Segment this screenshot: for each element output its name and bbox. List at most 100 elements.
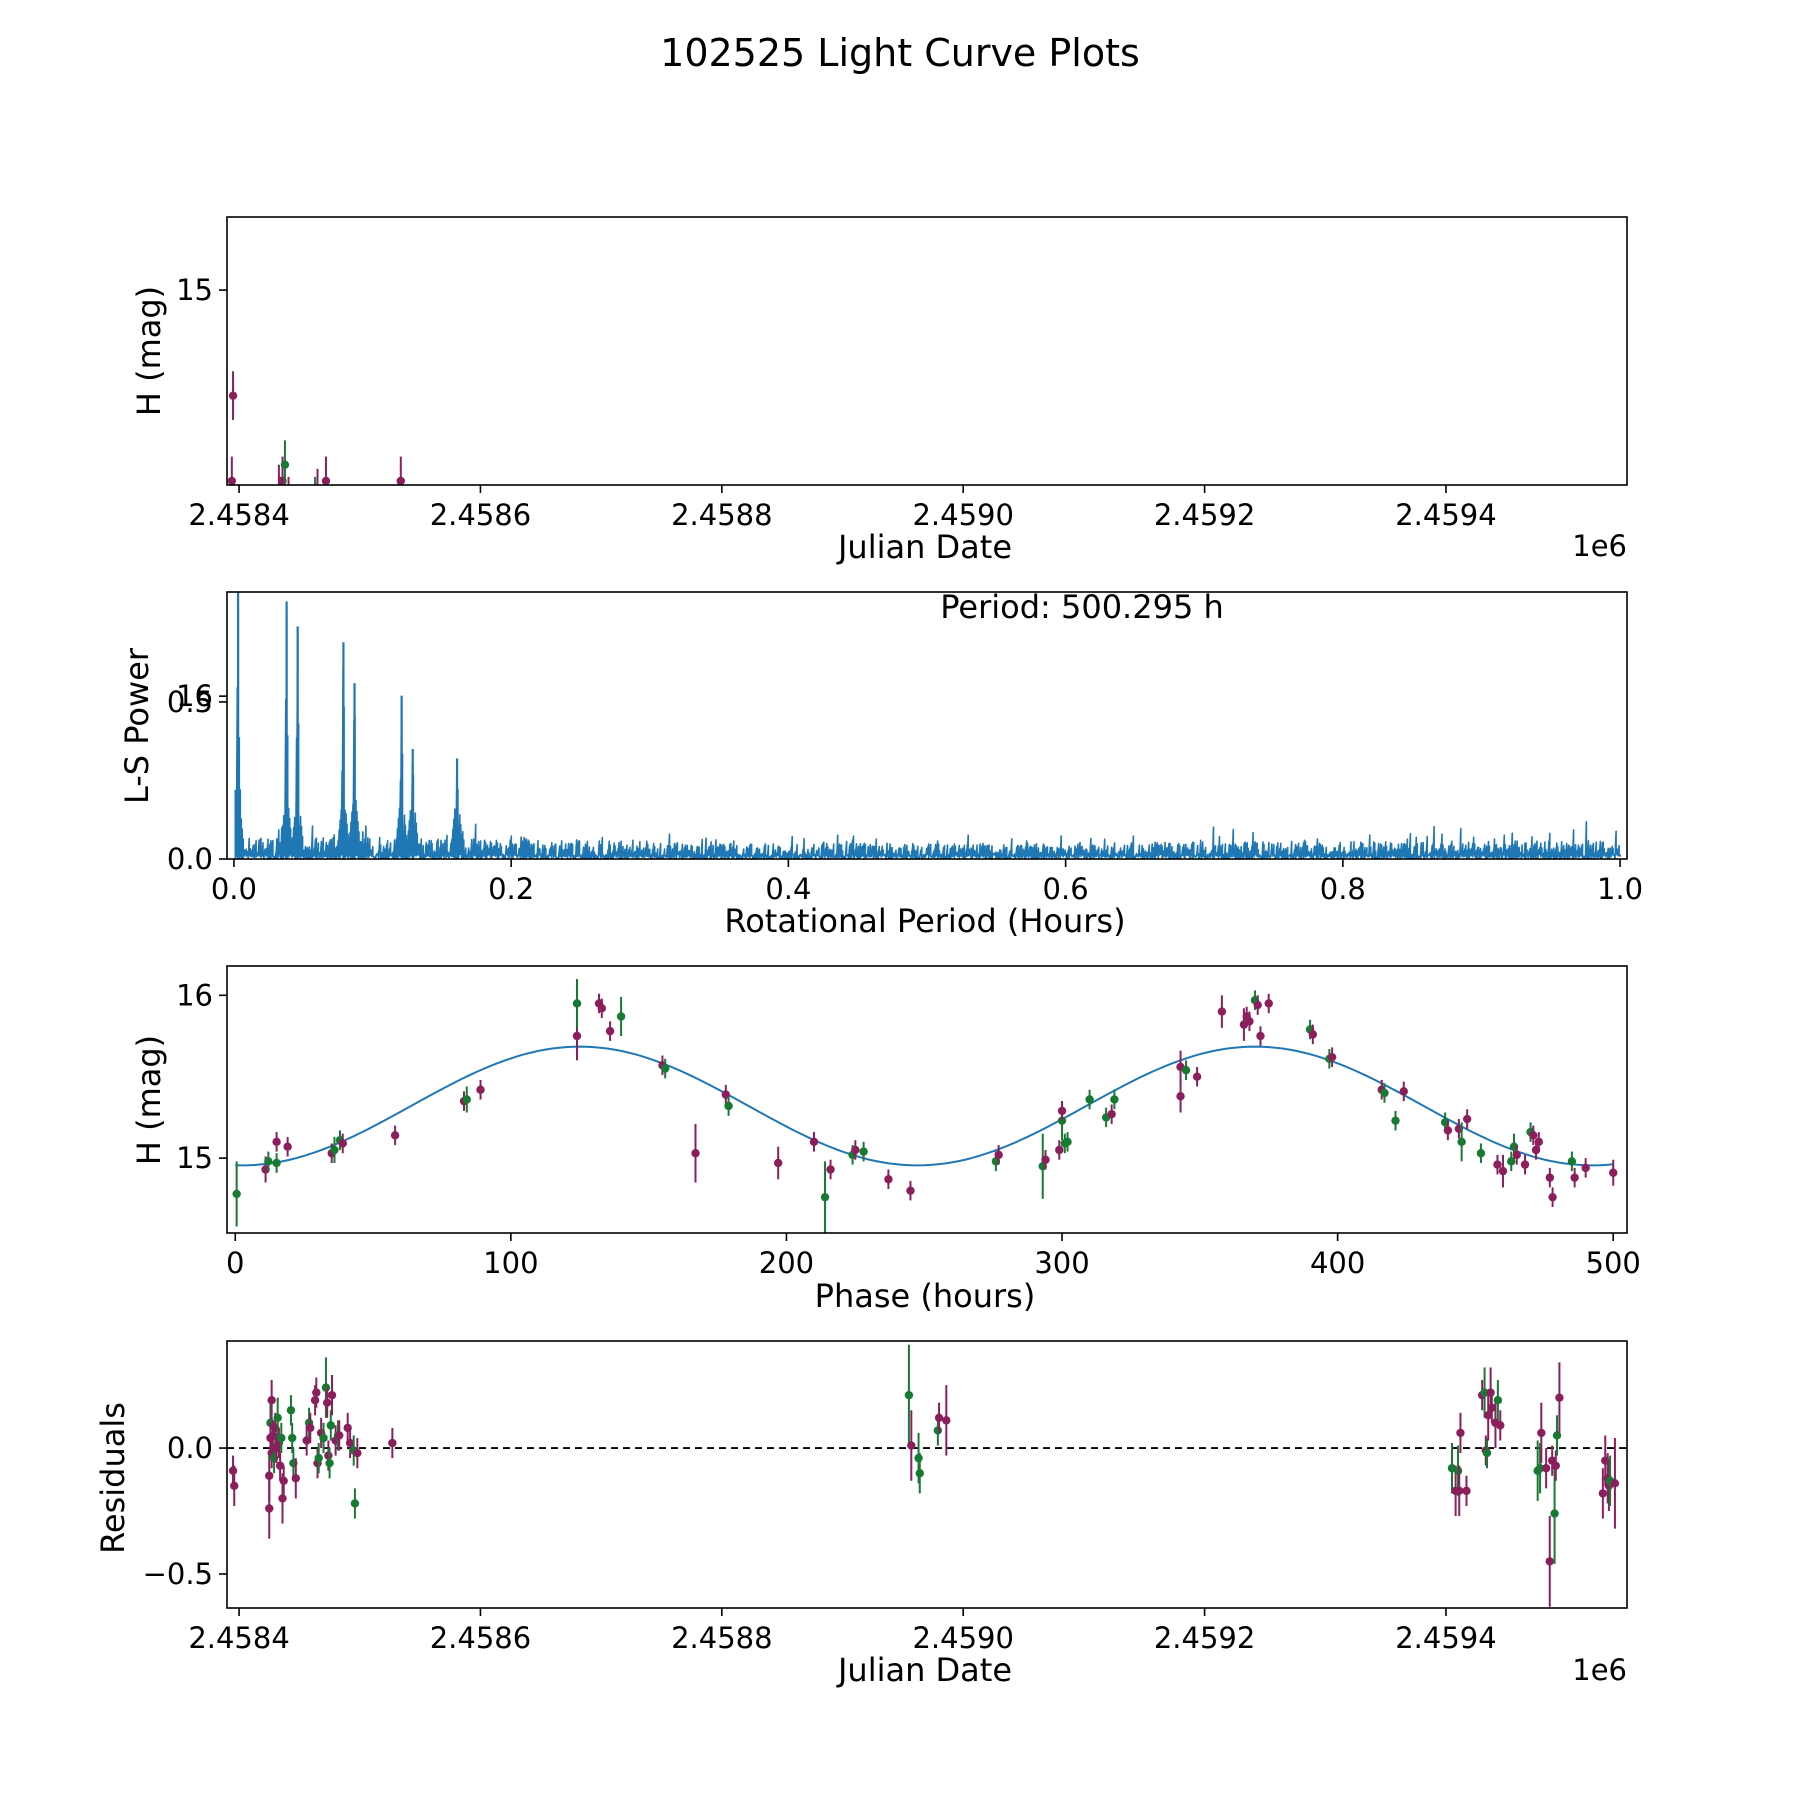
data-point xyxy=(330,1145,339,1155)
data-point xyxy=(572,999,582,1008)
data-point xyxy=(283,1142,292,1151)
data-point xyxy=(388,550,396,558)
data-point xyxy=(1550,1509,1559,1518)
data-point xyxy=(1253,1000,1262,1010)
data-point xyxy=(1598,1489,1608,1498)
data-point xyxy=(1462,1486,1471,1496)
data-point xyxy=(325,1458,334,1468)
phased-xlabel: Phase (hours) xyxy=(815,1277,1036,1315)
data-point xyxy=(1308,1030,1318,1039)
data-point xyxy=(380,594,388,602)
x-tick-label: 200 xyxy=(759,1246,814,1280)
data-point xyxy=(1610,1479,1620,1488)
data-point xyxy=(324,1451,333,1460)
x-tick-label: 2.4594 xyxy=(1395,1621,1496,1655)
data-point xyxy=(1552,1431,1562,1440)
data-point xyxy=(914,1453,923,1463)
data-point xyxy=(1555,1393,1564,1402)
data-point xyxy=(462,1095,471,1104)
x-tick-label: 2.4584 xyxy=(188,1621,289,1655)
data-point xyxy=(232,1189,241,1199)
data-point xyxy=(1041,1155,1050,1164)
data-point xyxy=(396,476,405,485)
data-point xyxy=(605,1026,615,1036)
figure-title: 102525 Light Curve Plots xyxy=(660,31,1140,75)
data-point xyxy=(1327,1052,1337,1062)
y-tick-label: 15 xyxy=(176,273,213,307)
periodogram-panel: 0.0 0.2 0.4 0.6 0.8 1.0 0.0 0.5 Period: 500.295… xyxy=(118,588,1643,940)
data-point xyxy=(907,1441,916,1450)
data-point xyxy=(390,1131,400,1140)
data-point xyxy=(1176,1092,1185,1101)
data-point xyxy=(773,1158,783,1168)
data-point xyxy=(616,1012,626,1021)
power-series-line xyxy=(234,609,1621,860)
data-point xyxy=(286,1406,296,1415)
y-tick-label: 0.0 xyxy=(167,1431,213,1465)
data-point xyxy=(302,534,310,542)
data-point xyxy=(321,509,329,517)
data-point xyxy=(859,1147,868,1156)
light-curve-frame xyxy=(226,216,1628,486)
phased-ylabel: H (mag) xyxy=(130,1035,168,1165)
x-tick-label: 1.0 xyxy=(1597,872,1643,906)
period-annotation: Period: 500.295 h xyxy=(940,588,1224,626)
data-point xyxy=(272,570,280,578)
data-point xyxy=(326,1421,335,1430)
data-point xyxy=(1541,1464,1551,1473)
data-point xyxy=(691,1149,700,1158)
residuals-x-offset: 1e6 xyxy=(1572,1653,1627,1687)
data-point xyxy=(934,1413,944,1423)
y-tick-label: 0.0 xyxy=(167,842,213,876)
y-tick-label: 15 xyxy=(176,1141,213,1175)
data-point xyxy=(353,1448,362,1458)
data-point xyxy=(230,1481,239,1491)
data-point xyxy=(365,546,373,554)
data-point xyxy=(394,501,402,509)
periodogram-marks xyxy=(234,592,1621,860)
data-point xyxy=(1264,999,1273,1008)
data-point xyxy=(1057,1106,1067,1116)
data-point xyxy=(1391,1116,1400,1125)
data-point xyxy=(820,1192,830,1202)
x-tick-label: 2.4592 xyxy=(1154,1621,1255,1655)
data-point xyxy=(1462,1114,1472,1124)
x-tick-label: 0.2 xyxy=(488,872,534,906)
data-point xyxy=(353,586,361,594)
light-curve-marks xyxy=(227,371,484,602)
data-point xyxy=(264,1157,273,1166)
data-point xyxy=(335,1431,344,1440)
data-point xyxy=(476,542,484,550)
periodogram-xlabel: Rotational Period (Hours) xyxy=(724,902,1125,940)
periodogram-ticks: 0.0 0.2 0.4 0.6 0.8 1.0 0.0 0.5 xyxy=(167,685,1643,906)
periodogram-ylabel: L-S Power xyxy=(118,647,156,804)
x-tick-label: 0.4 xyxy=(765,872,811,906)
data-point xyxy=(809,1137,819,1147)
data-point xyxy=(851,1145,860,1155)
periodogram-frame xyxy=(226,591,1628,860)
phased-frame xyxy=(226,965,1628,1234)
data-point xyxy=(1545,1557,1554,1566)
data-point xyxy=(311,497,319,505)
data-point xyxy=(1609,1168,1618,1177)
data-point xyxy=(312,1388,321,1397)
data-point xyxy=(906,1186,915,1195)
data-point xyxy=(942,1416,951,1425)
data-point xyxy=(369,538,377,546)
residuals-marks xyxy=(227,1344,1627,1607)
residuals-frame xyxy=(226,1340,1628,1609)
data-points xyxy=(227,371,484,602)
data-point xyxy=(322,1398,332,1407)
data-point xyxy=(1457,1137,1466,1147)
data-point xyxy=(334,554,342,562)
data-point xyxy=(826,1165,835,1174)
data-point xyxy=(1535,1464,1545,1473)
data-point xyxy=(406,534,414,542)
x-tick-label: 2.4584 xyxy=(188,498,289,532)
data-point xyxy=(1453,1466,1463,1475)
x-tick-label: 0 xyxy=(226,1246,244,1280)
y-tick-label: 16 xyxy=(176,679,213,713)
data-point xyxy=(1529,1131,1538,1140)
data-point xyxy=(1581,1163,1590,1173)
